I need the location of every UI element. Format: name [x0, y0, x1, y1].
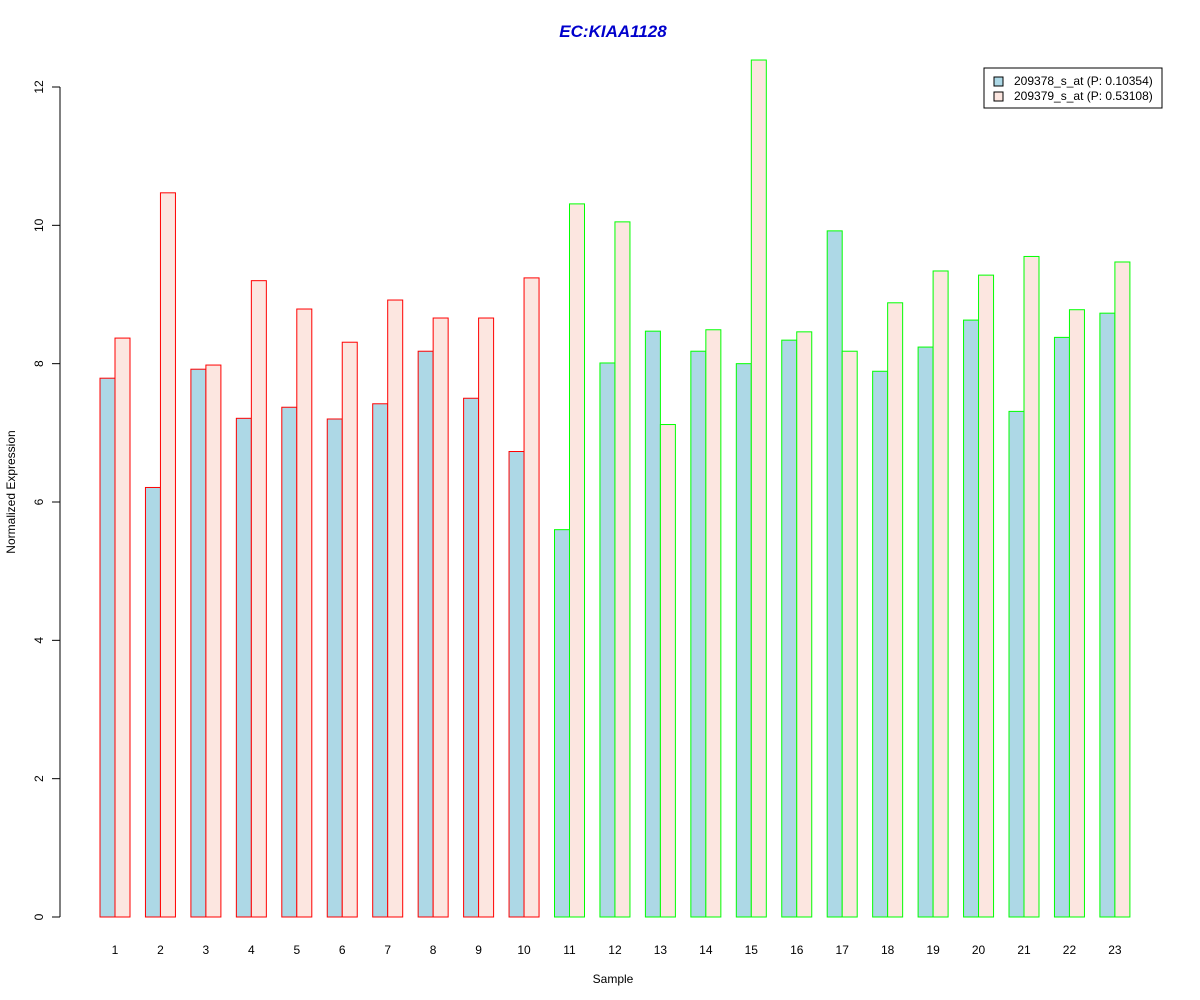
- x-tick-label: 13: [654, 943, 668, 957]
- bar-series-2-sample-4: [250, 280, 267, 918]
- legend-label: 209378_s_at (P: 0.10354): [1014, 74, 1153, 88]
- bar-series-2-sample-1: [114, 337, 131, 918]
- y-tick-label: 8: [32, 360, 46, 367]
- x-tick-label: 23: [1108, 943, 1122, 957]
- x-tick-label: 22: [1063, 943, 1077, 957]
- bar-series-1-sample-2: [144, 486, 161, 918]
- bar-series-1-sample-9: [463, 397, 480, 918]
- bar-series-2-sample-3: [205, 364, 222, 918]
- legend-swatch: [993, 91, 1004, 102]
- x-tick-label: 1: [112, 943, 119, 957]
- legend: 209378_s_at (P: 0.10354)209379_s_at (P: …: [983, 67, 1163, 109]
- x-axis-tick-labels: 1 2 3 4 5 6 7 8 9 10 11 12 13 14 15 16 17 18 19 20 21 22 23: [112, 943, 1122, 957]
- bar-series-2-sample-19: [932, 270, 949, 918]
- bar-series-1-sample-17: [826, 230, 843, 918]
- bar-series-2-sample-5: [296, 308, 313, 918]
- x-tick-label: 18: [881, 943, 895, 957]
- bar-series-1-sample-7: [372, 403, 389, 918]
- bar-series-2-sample-9: [478, 317, 495, 918]
- bar-series-2-sample-23: [1114, 261, 1131, 918]
- bar-series-1-sample-3: [190, 368, 207, 918]
- bar-series-2-sample-10: [523, 277, 540, 918]
- y-tick-label: 10: [32, 218, 46, 232]
- bar-series-1-sample-18: [872, 370, 889, 918]
- x-tick-label: 5: [293, 943, 300, 957]
- bar-series-1-sample-12: [599, 362, 616, 918]
- y-tick-label: 4: [32, 637, 46, 644]
- bar-series-1-sample-4: [235, 417, 252, 918]
- y-tick-label: 12: [32, 80, 46, 94]
- bars-group: [99, 59, 1131, 918]
- bar-series-2-sample-21: [1023, 255, 1040, 918]
- bar-series-2-sample-6: [341, 341, 358, 918]
- bar-series-2-sample-13: [659, 424, 676, 918]
- bar-series-1-sample-6: [326, 418, 343, 918]
- x-tick-label: 17: [836, 943, 850, 957]
- bar-series-1-sample-8: [417, 350, 434, 918]
- bar-series-2-sample-22: [1068, 309, 1085, 918]
- bar-series-1-sample-14: [690, 350, 707, 918]
- bar-series-2-sample-7: [387, 299, 404, 918]
- bar-series-1-sample-23: [1099, 312, 1116, 918]
- x-tick-label: 20: [972, 943, 986, 957]
- x-tick-label: 16: [790, 943, 804, 957]
- x-tick-label: 4: [248, 943, 255, 957]
- bar-series-1-sample-15: [735, 363, 752, 918]
- legend-label: 209379_s_at (P: 0.53108): [1014, 89, 1153, 103]
- bar-series-2-sample-15: [750, 59, 767, 918]
- bar-series-1-sample-19: [917, 346, 934, 918]
- bar-series-2-sample-16: [796, 331, 813, 918]
- bar-series-2-sample-17: [841, 350, 858, 918]
- x-tick-label: 3: [203, 943, 210, 957]
- bar-series-2-sample-14: [705, 329, 722, 918]
- x-tick-label: 11: [563, 943, 576, 957]
- bar-series-1-sample-13: [644, 330, 661, 918]
- legend-box: [983, 67, 1163, 109]
- x-tick-label: 9: [475, 943, 482, 957]
- x-tick-label: 14: [699, 943, 713, 957]
- x-tick-label: 8: [430, 943, 437, 957]
- x-tick-label: 2: [157, 943, 164, 957]
- x-axis-label: Sample: [593, 972, 634, 986]
- bar-series-2-sample-11: [569, 203, 585, 918]
- bar-series-1-sample-20: [963, 319, 980, 918]
- x-tick-label: 6: [339, 943, 346, 957]
- legend-swatch: [993, 76, 1004, 87]
- bar-series-1-sample-21: [1008, 410, 1025, 918]
- bar-series-1-sample-16: [781, 339, 798, 918]
- x-tick-label: 19: [926, 943, 940, 957]
- bar-series-1-sample-10: [508, 451, 525, 918]
- bar-series-2-sample-18: [887, 302, 904, 918]
- bar-series-2-sample-12: [614, 221, 631, 918]
- bar-series-1-sample-11: [554, 529, 570, 918]
- x-tick-label: 10: [517, 943, 531, 957]
- x-tick-label: 21: [1017, 943, 1031, 957]
- chart-title: EC:KIAA1128: [559, 22, 667, 41]
- bar-series-1-sample-5: [281, 406, 298, 918]
- y-axis-label: Normalized Expression: [4, 430, 18, 553]
- bar-series-1-sample-22: [1053, 336, 1070, 918]
- x-tick-label: 15: [745, 943, 759, 957]
- bar-series-1-sample-1: [99, 377, 116, 918]
- bar-series-2-sample-20: [978, 274, 995, 918]
- bar-series-2-sample-8: [432, 317, 449, 918]
- y-tick-label: 2: [32, 775, 46, 782]
- y-axis: 0 2 4 6 8 10 12: [32, 80, 61, 920]
- bar-series-2-sample-2: [159, 192, 176, 918]
- x-tick-label: 7: [384, 943, 391, 957]
- x-tick-label: 12: [608, 943, 622, 957]
- y-tick-label: 6: [32, 498, 46, 505]
- y-tick-label: 0: [32, 913, 46, 920]
